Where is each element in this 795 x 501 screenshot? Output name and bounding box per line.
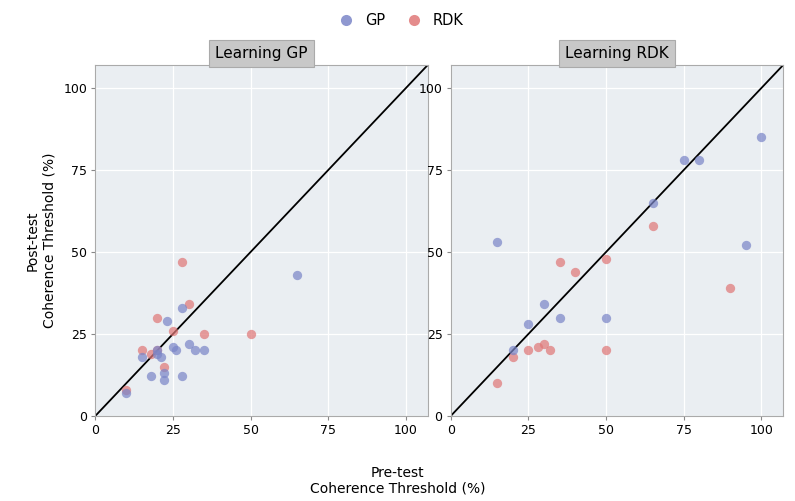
Point (161, 317, 173, 325)
Point (491, 238, 504, 246)
Point (599, 346, 612, 354)
Point (646, 199, 659, 207)
Point (198, 330, 211, 338)
Point (198, 346, 211, 354)
Point (145, 350, 157, 358)
Point (120, 389, 133, 397)
Title: Learning RDK: Learning RDK (565, 46, 669, 61)
Point (151, 314, 164, 322)
Point (568, 268, 581, 276)
Y-axis label: Post-test
Coherence Threshold (%): Post-test Coherence Threshold (%) (26, 153, 56, 328)
Point (182, 301, 195, 309)
Point (553, 258, 566, 266)
Title: Learning GP: Learning GP (215, 46, 308, 61)
Legend: GP, RDK: GP, RDK (325, 8, 470, 34)
Point (291, 271, 304, 279)
Point (244, 330, 257, 338)
Point (755, 133, 768, 141)
Point (537, 301, 550, 309)
Point (145, 372, 157, 380)
Point (182, 340, 195, 348)
Point (151, 346, 164, 354)
Point (151, 346, 164, 354)
Point (599, 255, 612, 263)
Point (491, 379, 504, 387)
Point (167, 343, 180, 351)
Point (176, 258, 188, 266)
Point (522, 320, 535, 328)
Point (167, 327, 180, 335)
Point (120, 386, 133, 394)
Point (170, 346, 183, 354)
Point (724, 284, 737, 292)
Point (176, 372, 188, 380)
Point (522, 346, 535, 354)
Point (739, 241, 752, 249)
Point (154, 353, 167, 361)
Point (157, 363, 170, 371)
Point (157, 369, 170, 377)
Point (537, 340, 550, 348)
Point (693, 156, 706, 164)
Point (531, 343, 544, 351)
Point (506, 353, 519, 361)
Point (136, 353, 149, 361)
Point (646, 222, 659, 230)
Point (506, 346, 519, 354)
Point (136, 346, 149, 354)
Point (599, 314, 612, 322)
Point (188, 346, 201, 354)
Point (157, 376, 170, 384)
Point (677, 156, 690, 164)
Point (544, 346, 556, 354)
Point (553, 314, 566, 322)
Point (151, 350, 164, 358)
Point (176, 304, 188, 312)
Text: Pre-test
Coherence Threshold (%): Pre-test Coherence Threshold (%) (310, 466, 485, 496)
